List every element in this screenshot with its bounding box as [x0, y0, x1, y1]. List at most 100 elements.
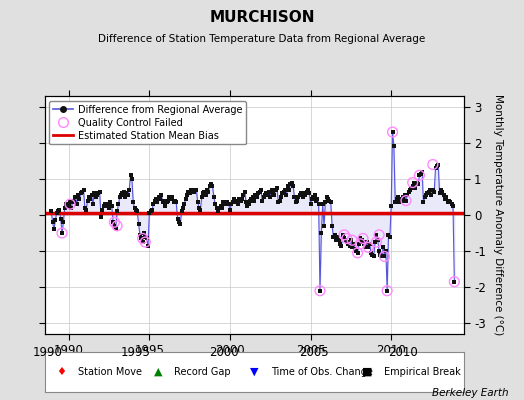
Point — [343, 235, 351, 242]
Point — [258, 197, 266, 204]
Point — [359, 239, 367, 245]
Point — [341, 237, 350, 244]
Point — [261, 192, 269, 198]
Point — [242, 199, 250, 206]
Point — [337, 242, 346, 249]
Point — [102, 203, 111, 209]
Point — [442, 194, 451, 200]
Point — [297, 190, 305, 196]
Point — [352, 248, 361, 254]
Point — [348, 237, 356, 244]
Text: 2005: 2005 — [300, 346, 329, 359]
Point — [219, 199, 227, 206]
Text: Station Move: Station Move — [78, 367, 142, 377]
Point — [143, 235, 151, 242]
Point — [133, 208, 141, 214]
Point — [215, 204, 223, 211]
Point — [185, 190, 194, 196]
Point — [421, 194, 429, 200]
Text: ♦: ♦ — [56, 367, 67, 377]
Point — [216, 203, 225, 209]
Point — [183, 192, 191, 198]
Point — [94, 190, 103, 196]
Point — [409, 179, 417, 186]
Point — [296, 192, 304, 198]
Point — [226, 206, 234, 213]
Point — [200, 188, 209, 195]
Point — [267, 186, 276, 193]
Point — [141, 239, 149, 245]
Point — [156, 196, 165, 202]
Point — [214, 208, 222, 214]
Point — [235, 196, 244, 202]
Point — [74, 192, 82, 198]
Point — [422, 192, 430, 198]
Point — [205, 183, 214, 189]
Point — [271, 186, 280, 193]
Point — [293, 197, 301, 204]
Point — [150, 197, 159, 204]
Point — [85, 194, 93, 200]
Point — [48, 219, 57, 226]
Point — [60, 204, 69, 211]
Point — [364, 244, 373, 251]
Point — [161, 203, 170, 209]
Point — [130, 204, 139, 211]
Point — [137, 235, 146, 242]
Point — [234, 201, 242, 207]
Legend: Difference from Regional Average, Quality Control Failed, Estimated Station Mean: Difference from Regional Average, Qualit… — [49, 101, 246, 144]
Point — [406, 186, 414, 193]
Point — [372, 239, 380, 245]
Text: Time of Obs. Change: Time of Obs. Change — [271, 367, 373, 377]
Point — [313, 196, 322, 202]
Point — [279, 188, 288, 195]
Point — [366, 241, 374, 247]
Point — [286, 181, 294, 188]
Point — [125, 186, 134, 193]
Text: Record Gap: Record Gap — [174, 367, 231, 377]
Point — [52, 210, 61, 216]
Point — [88, 192, 96, 198]
Point — [304, 186, 312, 193]
Point — [195, 204, 203, 211]
Point — [450, 278, 458, 285]
Point — [126, 172, 135, 178]
Point — [64, 201, 73, 207]
Point — [440, 192, 448, 198]
Point — [322, 194, 331, 200]
Point — [402, 197, 410, 204]
Point — [441, 196, 449, 202]
Point — [298, 194, 307, 200]
Point — [372, 232, 380, 238]
Point — [335, 237, 343, 244]
Point — [374, 237, 382, 244]
Point — [223, 199, 232, 206]
Point — [414, 181, 422, 188]
Point — [336, 241, 344, 247]
Point — [227, 201, 235, 207]
Point — [147, 208, 155, 214]
Point — [86, 196, 94, 202]
Point — [380, 253, 389, 260]
Point — [66, 201, 74, 207]
Point — [411, 185, 420, 191]
Point — [71, 194, 80, 200]
Point — [231, 197, 239, 204]
Point — [400, 192, 409, 198]
Point — [381, 248, 390, 254]
Point — [172, 199, 180, 206]
Point — [430, 188, 439, 195]
Point — [264, 192, 272, 198]
Point — [347, 237, 355, 244]
Point — [173, 216, 182, 222]
Point — [378, 253, 386, 260]
Point — [418, 168, 427, 175]
Point — [276, 197, 284, 204]
Point — [165, 194, 173, 200]
Point — [73, 201, 81, 207]
Point — [184, 188, 192, 195]
Point — [212, 204, 221, 211]
Point — [396, 196, 405, 202]
Point — [332, 237, 340, 244]
Text: Difference of Station Temperature Data from Regional Average: Difference of Station Temperature Data f… — [99, 34, 425, 44]
